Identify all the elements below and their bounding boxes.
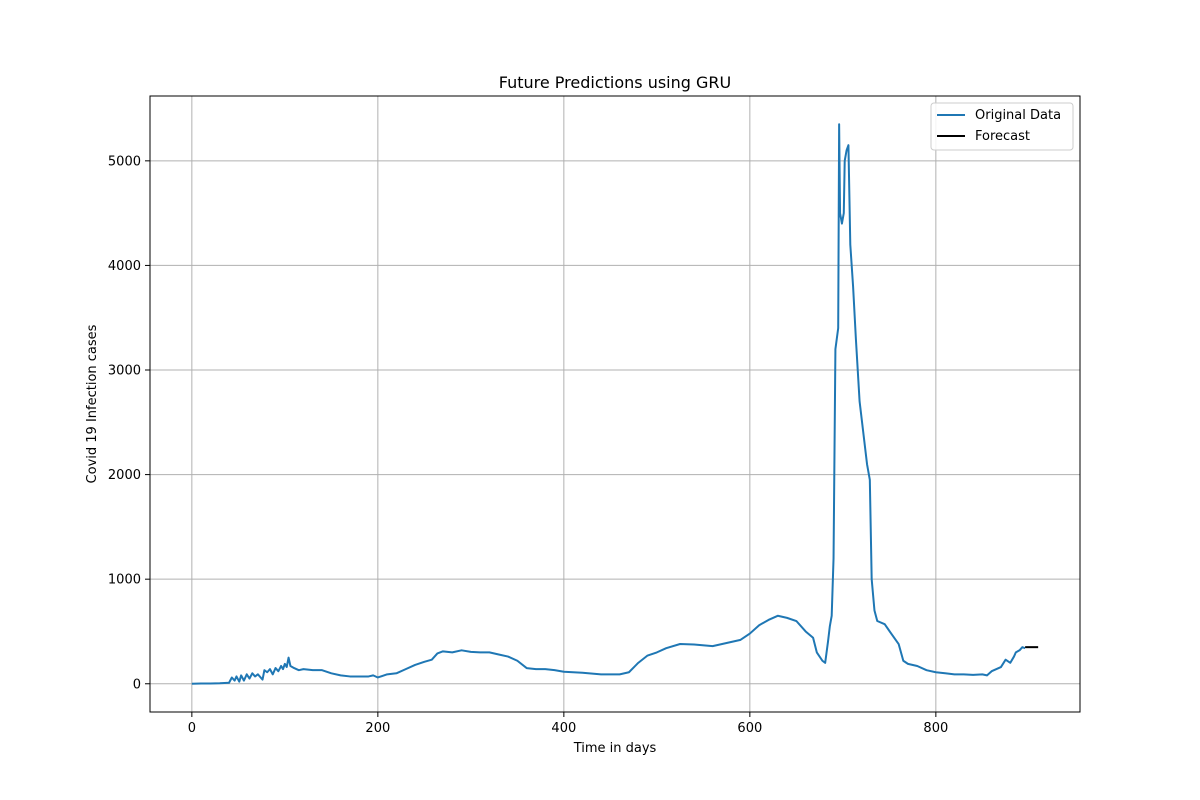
legend-label-forecast: Forecast [975, 129, 1030, 144]
y-tick-label: 4000 [108, 259, 141, 274]
grid [150, 96, 1080, 712]
y-tick-label: 2000 [108, 468, 141, 483]
x-tick-label: 0 [188, 721, 196, 736]
x-tick-label: 200 [365, 721, 390, 736]
axis-ticks: 0 200 400 600 800 0 1000 2000 3000 4000 5000 [108, 154, 948, 736]
chart-title: Future Predictions using GRU [499, 73, 731, 92]
legend: Original Data Forecast [930, 102, 1074, 151]
x-axis-label: Time in days [573, 741, 657, 756]
y-tick-label: 3000 [108, 364, 141, 379]
x-tick-label: 600 [737, 721, 762, 736]
y-tick-label: 1000 [108, 573, 141, 588]
series-line-original-data [191, 123, 1026, 685]
legend-box [930, 102, 1074, 151]
x-tick-label: 800 [923, 721, 948, 736]
y-tick-label: 0 [133, 677, 141, 692]
plot-area [191, 123, 1039, 685]
x-tick-label: 400 [551, 721, 576, 736]
axes-frame [149, 95, 1081, 713]
y-tick-label: 5000 [108, 154, 141, 169]
y-axis-label: Covid 19 Infection cases [85, 324, 100, 483]
legend-label-original-data: Original Data [975, 108, 1061, 123]
